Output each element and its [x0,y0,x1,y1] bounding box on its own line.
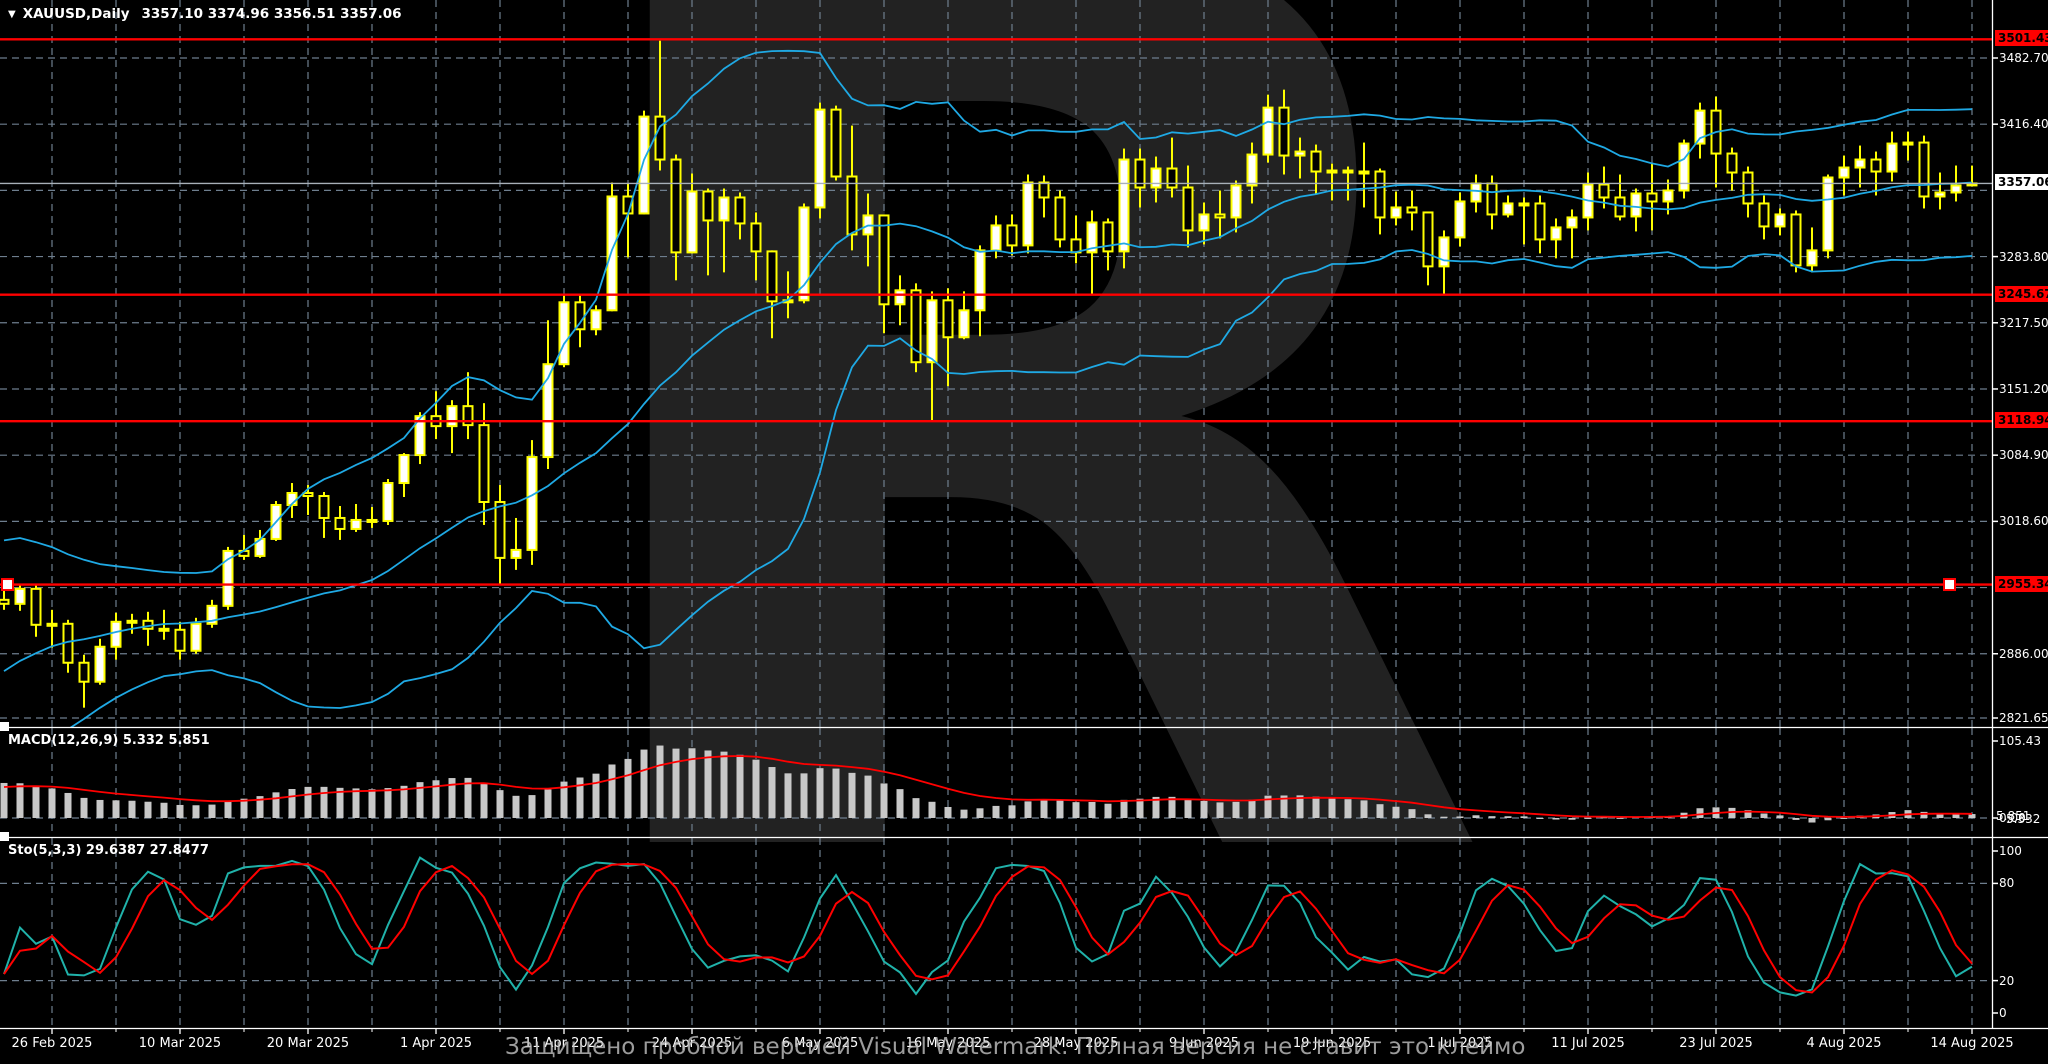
candles [0,40,1978,708]
separator-grip[interactable] [0,722,9,731]
line-anchor-handle [1943,578,1956,592]
axis-layer [0,0,2048,1034]
macd-layer [0,728,1992,836]
line-anchor-handle [1,578,14,592]
stochastic-layer [0,838,1992,1028]
separator-grip[interactable] [0,832,9,841]
main-panel-layer [0,0,1992,727]
